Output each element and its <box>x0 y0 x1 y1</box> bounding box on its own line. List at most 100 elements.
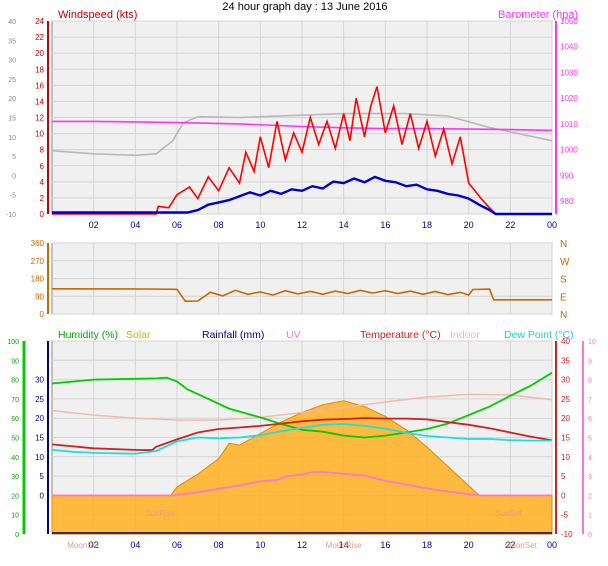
compass-tick-label: S <box>560 275 567 286</box>
rain-tick-label: 30 <box>35 376 44 385</box>
hour-tick-label: 16 <box>380 220 390 230</box>
humidity-tick-label: 90 <box>11 358 19 365</box>
windspeed-tick-label: 24 <box>35 17 44 26</box>
barometer-tick-label: 1010 <box>560 120 578 129</box>
wind-series-line <box>51 112 553 157</box>
barometer-tick-label: 1050 <box>560 17 578 26</box>
temperature-tick-label: 35 <box>561 356 570 365</box>
windspeed-tick-label: 0 <box>40 210 45 219</box>
outer-tick-label: 0 <box>12 173 16 180</box>
climate-series-line <box>52 470 552 497</box>
windspeed-tick-label: 10 <box>35 130 44 139</box>
barometer-axis-label: Barometer (hpa) <box>498 9 578 21</box>
wind-series-line <box>52 175 552 216</box>
windspeed-tick-label: 8 <box>40 146 45 155</box>
barometer-tick-label: 980 <box>560 197 574 206</box>
chart-title: 24 hour graph day : 13 June 2016 <box>222 1 387 13</box>
hour-tick-label: 02 <box>89 540 99 550</box>
barometer-tick-label: 1020 <box>560 94 578 103</box>
sun-moon-marker: SunSet <box>495 509 522 518</box>
uv-tick-label: 2 <box>588 493 592 500</box>
climate-y-ticks: 0510152025300102030405060708090100-10-50… <box>7 337 596 539</box>
legend-label: Indoor <box>450 329 480 341</box>
humidity-tick-label: 60 <box>11 416 19 423</box>
humidity-tick-label: 70 <box>11 397 19 404</box>
outer-tick-label: 30 <box>8 58 16 65</box>
windspeed-tick-label: 6 <box>40 162 45 171</box>
rain-tick-label: 10 <box>35 453 44 462</box>
wind-series <box>51 86 553 216</box>
hour-tick-label: 08 <box>214 220 224 230</box>
barometer-tick-label: 1000 <box>560 146 578 155</box>
hour-tick-label: 20 <box>464 220 474 230</box>
temperature-tick-label: 10 <box>561 453 570 462</box>
rain-tick-label: 0 <box>40 491 45 500</box>
compass-tick-label: W <box>560 257 570 268</box>
windspeed-tick-label: 2 <box>40 194 45 203</box>
direction-series <box>51 288 552 303</box>
rain-tick-label: 25 <box>35 395 44 404</box>
outer-tick-label: 35 <box>8 38 16 45</box>
direction-tick-label: 270 <box>31 257 45 266</box>
hour-tick-label: 10 <box>255 220 265 230</box>
compass-tick-label: N <box>560 239 567 250</box>
uv-tick-label: 9 <box>588 358 592 365</box>
direction-tick-label: 0 <box>40 310 45 319</box>
sun-moon-marker: MoonSet <box>67 541 100 550</box>
compass-tick-label: N <box>560 310 567 321</box>
temperature-tick-label: 20 <box>561 414 570 423</box>
legend-label: Solar <box>126 329 151 341</box>
humidity-tick-label: 20 <box>11 493 19 500</box>
direction-series-line <box>51 288 552 303</box>
outer-tick-label: -5 <box>10 193 16 200</box>
uv-tick-label: 4 <box>588 455 592 462</box>
sun-moon-marker: MoonSet <box>505 541 538 550</box>
hour-tick-label: 04 <box>130 540 140 550</box>
outer-tick-label: 20 <box>8 96 16 103</box>
uv-tick-label: 0 <box>588 532 592 539</box>
climate-series-line <box>51 371 553 439</box>
humidity-tick-label: 80 <box>11 378 19 385</box>
sun-moon-marker: MoonRise <box>326 541 363 550</box>
hour-tick-label: 02 <box>89 220 99 230</box>
outer-tick-label: 40 <box>8 19 16 26</box>
uv-tick-label: 7 <box>588 397 592 404</box>
barometer-tick-label: 1040 <box>560 43 578 52</box>
outer-tick-label: 5 <box>12 154 16 161</box>
windspeed-tick-label: 12 <box>35 114 44 123</box>
temperature-tick-label: 30 <box>561 376 570 385</box>
wind-series-line <box>52 86 552 215</box>
hour-tick-label: 12 <box>297 540 307 550</box>
hour-tick-label: 16 <box>380 540 390 550</box>
hour-tick-label: 20 <box>464 540 474 550</box>
rain-tick-label: 5 <box>40 472 45 481</box>
hour-tick-label: 10 <box>255 540 265 550</box>
uv-tick-label: 6 <box>588 416 592 423</box>
temperature-tick-label: 5 <box>561 472 566 481</box>
climate-series-line <box>51 417 553 452</box>
barometer-tick-label: 1030 <box>560 68 578 77</box>
windspeed-tick-label: 20 <box>35 49 44 58</box>
legend-label: Dew Point (°C) <box>504 329 574 341</box>
solar-area <box>51 400 553 535</box>
sun-moon-marker: SunRise <box>145 509 176 518</box>
uv-tick-label: 3 <box>588 474 592 481</box>
humidity-tick-label: 30 <box>11 474 19 481</box>
hour-tick-label: 06 <box>172 540 182 550</box>
legend-label: Temperature (°C) <box>360 329 441 341</box>
climate-series <box>51 371 553 535</box>
hour-tick-label: 00 <box>547 220 557 230</box>
climate-x-ticks: 02 04 06 08 10 12 14 16 18 20 22 00 <box>89 540 557 550</box>
barometer-tick-label: 990 <box>560 171 574 180</box>
climate-series-line <box>51 393 553 421</box>
direction-grid <box>52 242 553 315</box>
temperature-tick-label: 0 <box>561 491 566 500</box>
hour-tick-label: 14 <box>339 220 349 230</box>
windspeed-tick-label: 4 <box>40 178 45 187</box>
legend-label: UV <box>286 329 301 341</box>
uv-tick-label: 5 <box>588 436 592 443</box>
legend-label: Rainfall (mm) <box>202 329 264 341</box>
hour-tick-label: 08 <box>214 540 224 550</box>
climate-series-line <box>51 423 552 455</box>
